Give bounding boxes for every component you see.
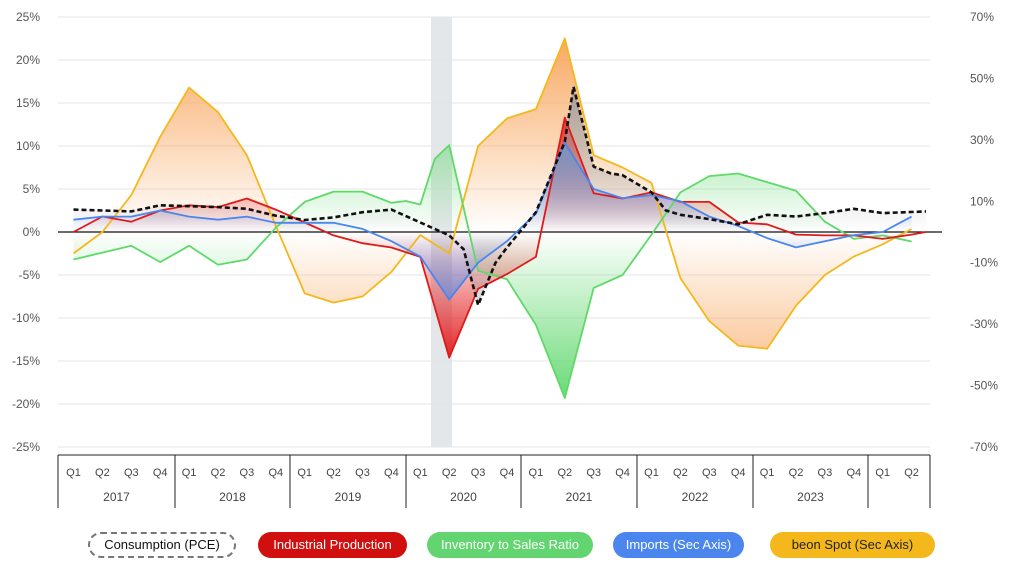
quarter-label: Q4: [268, 467, 283, 479]
left-axis-ticks: 25% 20% 15% 10% 5% 0% -5% -10% -15% -20% -25%: [12, 10, 40, 454]
quarter-label: Q3: [818, 467, 833, 479]
quarter-label: Q2: [904, 467, 919, 479]
quarter-label: Q3: [702, 467, 717, 479]
line-beon-spot: [72, 37, 913, 350]
line-consumption: [73, 85, 927, 307]
quarter-label: Q3: [586, 467, 601, 479]
left-tick-label: -15%: [12, 354, 40, 368]
year-label: 2023: [797, 490, 824, 504]
legend-item-imports[interactable]: Imports (Sec Axis): [613, 532, 744, 558]
quarter-label: Q2: [95, 467, 110, 479]
right-tick-label: 50%: [970, 71, 994, 85]
series-lines: [72, 37, 927, 399]
line-inventory-to-sales: [73, 144, 912, 399]
left-tick-label: -5%: [19, 268, 41, 282]
left-tick-label: 0%: [23, 225, 41, 239]
right-tick-label: 30%: [970, 133, 994, 147]
left-tick-label: -10%: [12, 311, 40, 325]
quarter-label: Q2: [789, 467, 804, 479]
left-tick-label: 15%: [16, 96, 40, 110]
quarter-label: Q3: [355, 467, 370, 479]
area-beon-spot: [73, 38, 912, 349]
quarter-label: Q2: [326, 467, 341, 479]
left-tick-label: 10%: [16, 139, 40, 153]
quarter-label: Q1: [875, 467, 890, 479]
legend-item-inventory-to-sales[interactable]: Inventory to Sales Ratio: [427, 532, 593, 558]
year-label: 2021: [566, 490, 593, 504]
left-tick-label: -25%: [12, 440, 40, 454]
quarter-label: Q1: [297, 467, 312, 479]
quarter-label: Q1: [182, 467, 197, 479]
left-tick-label: -20%: [12, 397, 40, 411]
year-label: 2018: [219, 490, 246, 504]
quarter-label: Q1: [66, 467, 81, 479]
right-tick-label: 70%: [970, 10, 994, 24]
right-tick-label: -10%: [970, 256, 998, 270]
quarter-label: Q3: [124, 467, 139, 479]
right-tick-label: 10%: [970, 194, 994, 208]
legend: Consumption (PCE) Industrial Production …: [0, 532, 1024, 562]
quarter-label: Q2: [442, 467, 457, 479]
year-label: 2020: [450, 490, 477, 504]
year-label: 2017: [103, 490, 130, 504]
line-imports: [73, 141, 913, 301]
right-axis-ticks: 70% 50% 30% 10% -10% -30% -50% -70%: [970, 10, 998, 454]
quarter-label: Q4: [731, 467, 746, 479]
quarter-label: Q2: [557, 467, 572, 479]
quarter-label: Q1: [760, 467, 775, 479]
quarter-label: Q2: [673, 467, 688, 479]
quarter-label: Q4: [500, 467, 515, 479]
quarter-label: Q4: [846, 467, 861, 479]
right-tick-label: -70%: [970, 440, 998, 454]
right-tick-label: -50%: [970, 379, 998, 393]
left-tick-label: 20%: [16, 53, 40, 67]
quarter-label: Q2: [211, 467, 226, 479]
legend-item-beon-spot[interactable]: beon Spot (Sec Axis): [770, 532, 935, 558]
x-axis: Q1 Q2 Q3 Q4 Q1 Q2 Q3 Q4 Q1 Q2 Q3 Q4 Q1 Q2 Q3 Q4 Q1 Q2 Q3 Q4…: [57, 454, 931, 508]
left-tick-label: 5%: [23, 182, 41, 196]
quarter-label: Q4: [153, 467, 168, 479]
year-label: 2019: [335, 490, 362, 504]
year-label: 2022: [682, 490, 709, 504]
quarter-label: Q4: [384, 467, 399, 479]
legend-item-industrial-production[interactable]: Industrial Production: [258, 532, 407, 558]
quarter-label: Q1: [644, 467, 659, 479]
quarter-label: Q3: [471, 467, 486, 479]
quarter-label: Q3: [240, 467, 255, 479]
left-tick-label: 25%: [16, 10, 40, 24]
right-tick-label: -30%: [970, 317, 998, 331]
quarter-label: Q1: [529, 467, 544, 479]
legend-item-consumption[interactable]: Consumption (PCE): [88, 532, 236, 558]
quarter-label: Q4: [615, 467, 630, 479]
quarter-label: Q1: [413, 467, 428, 479]
